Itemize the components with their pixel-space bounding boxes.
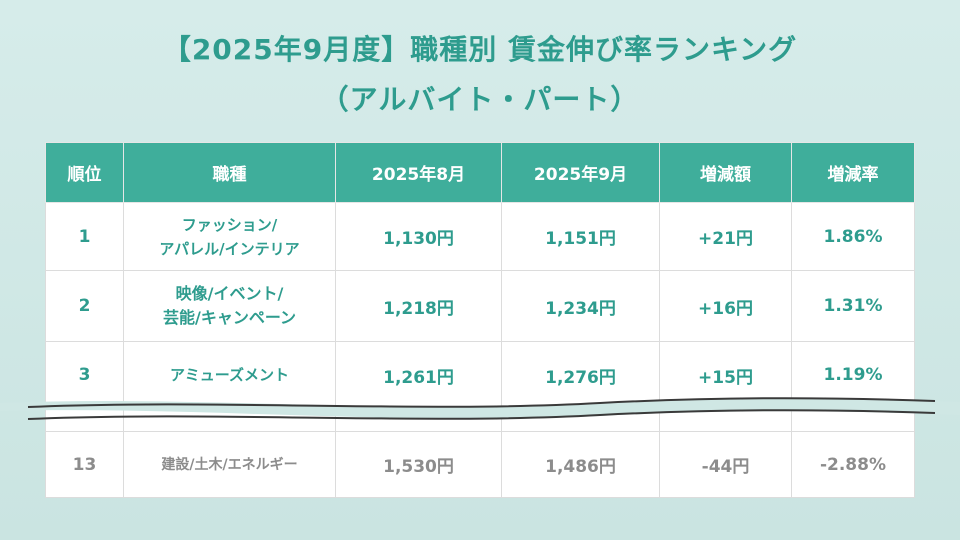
- header-sep: 2025年9月: [501, 142, 660, 203]
- job-line2: 芸能/キャンペーン: [162, 308, 297, 327]
- cell-diff: -44円: [659, 431, 792, 498]
- ranking-table: 順位 職種 2025年8月 2025年9月 増減額 増減率 1 ファッション/ …: [45, 142, 915, 498]
- job-line2: アパレル/インテリア: [159, 239, 300, 258]
- cell-job: アミューズメント: [123, 341, 336, 409]
- header-rank: 順位: [45, 142, 124, 203]
- header-diff: 増減額: [659, 142, 792, 203]
- cell-diff: +21円: [659, 202, 792, 271]
- cell-job: 建設/土木/エネルギー: [123, 431, 336, 498]
- cell-rate: 1.31%: [791, 270, 915, 342]
- cell-sep: 1,151円: [501, 202, 660, 271]
- page-subtitle: （アルバイト・パート）: [320, 83, 640, 116]
- cell-diff: +15円: [659, 341, 792, 409]
- job-line1: アミューズメント: [170, 366, 289, 384]
- cell-sep: 1,486円: [501, 431, 660, 498]
- page-title: 【2025年9月度】職種別 賃金伸び率ランキング: [162, 33, 798, 66]
- cell-sep: 1,276円: [501, 341, 660, 409]
- cell-rank: 1: [45, 202, 124, 271]
- table-row: 2 映像/イベント/ 芸能/キャンペーン 1,218円 1,234円 +16円 …: [45, 270, 915, 342]
- cell-aug: 1,530円: [335, 431, 502, 498]
- cell-rate: 1.19%: [791, 341, 915, 409]
- table-row: 3 アミューズメント 1,261円 1,276円 +15円 1.19%: [45, 341, 915, 409]
- cell-rate: 1.86%: [791, 202, 915, 271]
- cell-rank: 2: [45, 270, 124, 342]
- header-aug: 2025年8月: [335, 142, 502, 203]
- cell-rate: -2.88%: [791, 431, 915, 498]
- table-row: 1 ファッション/ アパレル/インテリア 1,130円 1,151円 +21円 …: [45, 202, 915, 271]
- omitted-rows-gap: [45, 408, 915, 432]
- cell-job: 映像/イベント/ 芸能/キャンペーン: [123, 270, 336, 342]
- cell-sep: 1,234円: [501, 270, 660, 342]
- cell-aug: 1,130円: [335, 202, 502, 271]
- table-row: 13 建設/土木/エネルギー 1,530円 1,486円 -44円 -2.88%: [45, 431, 915, 498]
- header-rate: 増減率: [791, 142, 915, 203]
- cell-aug: 1,218円: [335, 270, 502, 342]
- job-line1: ファッション/: [181, 215, 278, 234]
- job-line1: 建設/土木/エネルギー: [161, 456, 298, 473]
- cell-rank: 3: [45, 341, 124, 409]
- cell-rank: 13: [45, 431, 124, 498]
- job-line1: 映像/イベント/: [175, 284, 284, 303]
- header-job: 職種: [123, 142, 336, 203]
- table-header-row: 順位 職種 2025年8月 2025年9月 増減額 増減率: [45, 142, 915, 203]
- cell-diff: +16円: [659, 270, 792, 342]
- cell-job: ファッション/ アパレル/インテリア: [123, 202, 336, 271]
- cell-aug: 1,261円: [335, 341, 502, 409]
